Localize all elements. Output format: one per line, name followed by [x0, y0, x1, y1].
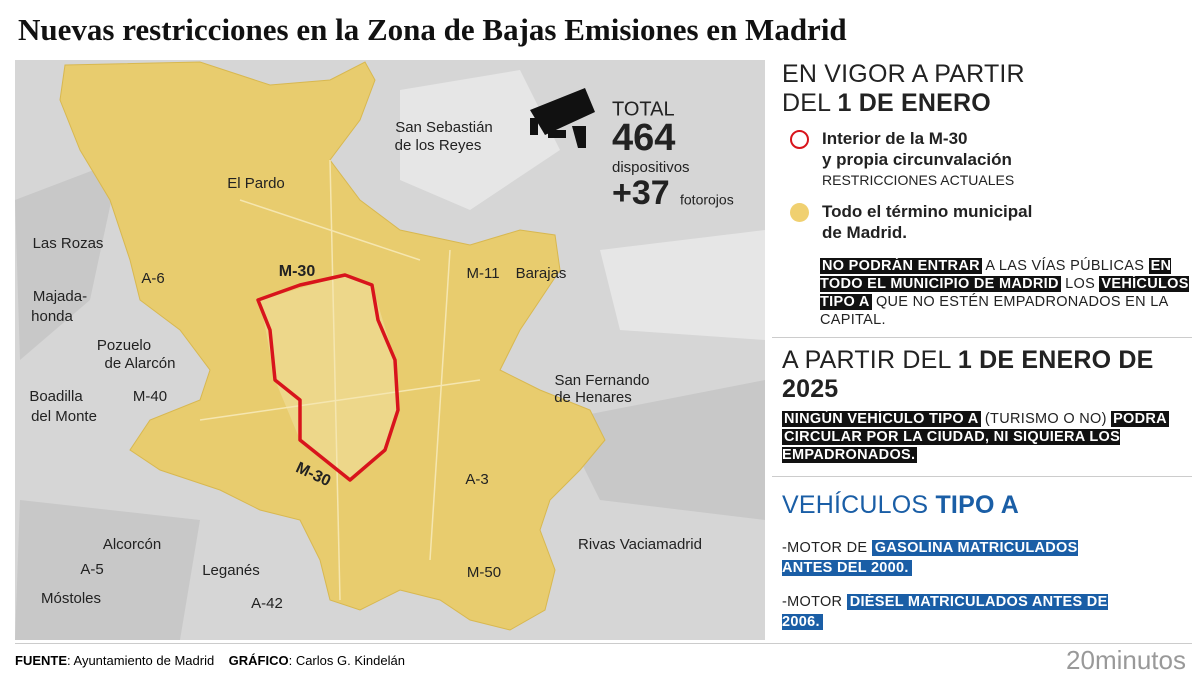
heading-part: VEHÍCULOS: [782, 491, 929, 519]
credit: : Carlos G. Kindelán: [288, 653, 405, 668]
place-label: honda: [31, 308, 73, 325]
legend-item: Todo el término municipal de Madrid.: [782, 201, 1192, 243]
camera-extra-unit: fotorojos: [680, 192, 734, 208]
place-label: Móstoles: [41, 590, 101, 607]
place-label: del Monte: [31, 408, 97, 425]
text-plain: LOS: [1065, 276, 1096, 292]
ring-label: M-30: [279, 263, 316, 280]
heading-part: TIPO A: [935, 491, 1020, 519]
camera-total-label: TOTAL: [612, 98, 675, 120]
text-plain: -MOTOR DE: [782, 540, 868, 556]
road-label: M-50: [467, 564, 501, 581]
text-dark: CIRCULAR POR LA CIUDAD, NI SIQUIERA LOS …: [782, 429, 1121, 463]
road-label: A-6: [141, 270, 164, 287]
heading-part: DEL: [782, 89, 831, 117]
paragraph: NO PODRÁN ENTRAR A LAS VÍAS PÚBLICAS EN …: [820, 257, 1192, 329]
road-label: M-40: [133, 388, 167, 405]
section-heading: VEHÍCULOS TIPO A: [782, 491, 1192, 520]
legend-item: Interior de la M-30 y propia circunvalaci…: [782, 128, 1192, 191]
logo: 20minutos: [1066, 645, 1186, 675]
section-heading: A PARTIR DEL 1 DE ENERO DE 2025: [782, 346, 1192, 404]
text-plain: A LAS VÍAS PÚBLICAS: [985, 258, 1145, 274]
section-heading: EN VIGOR A PARTIR DEL 1 DE ENERO: [782, 60, 1192, 118]
list: -MOTOR DE GASOLINA MATRICULADOS ANTES DE…: [782, 538, 1192, 632]
heading-part: EN VIGOR A PARTIR: [782, 60, 1025, 88]
place-label: Boadilla: [29, 388, 83, 405]
text-plain: QUE NO ESTÉN EMPADRONADOS EN LA CAPITAL.: [820, 294, 1168, 328]
text-dark: PODRA: [1111, 411, 1169, 427]
road-label: M-11: [466, 265, 499, 282]
legend: Interior de la M-30 y propia circunvalaci…: [782, 128, 1192, 243]
info-panel: EN VIGOR A PARTIR DEL 1 DE ENERO Interio…: [772, 60, 1192, 632]
legend-title: y propia circunvalación: [822, 150, 1012, 169]
title: Nuevas restricciones en la Zona de Bajas…: [18, 12, 847, 47]
place-label: San Fernando: [554, 372, 649, 389]
legend-title: Todo el término municipal: [822, 202, 1033, 221]
camera-total-unit: dispositivos: [612, 159, 690, 176]
camera-total: 464: [612, 117, 675, 159]
place-label: de Alarcón: [105, 355, 176, 372]
place-label: Barajas: [516, 265, 567, 282]
legend-marker: [790, 130, 809, 149]
list-item: -MOTOR DE GASOLINA MATRICULADOS ANTES DE…: [782, 538, 1122, 578]
place-label: San Sebastián: [395, 119, 493, 136]
credit-label: GRÁFICO: [228, 653, 289, 668]
text-plain: -MOTOR: [782, 594, 843, 610]
road-label: A-3: [465, 471, 488, 488]
list-item: -MOTOR DIÉSEL MATRICULADOS ANTES DE 2006…: [782, 592, 1122, 632]
heading-part: 1 DE ENERO: [837, 89, 991, 117]
source: : Ayuntamiento de Madrid: [67, 653, 215, 668]
place-label: de los Reyes: [395, 137, 482, 154]
legend-marker: [790, 203, 809, 222]
place-label: Alcorcón: [103, 536, 161, 553]
heading-part: A PARTIR DEL: [782, 346, 951, 374]
text-dark: NO PODRÁN ENTRAR: [820, 258, 982, 274]
text-plain: (TURISMO O NO): [984, 411, 1107, 427]
road-label: A-42: [251, 595, 283, 612]
text-dark: NINGÚN VEHÍCULO TIPO A: [782, 411, 981, 427]
place-label: Rivas Vaciamadrid: [578, 536, 702, 553]
source-label: FUENTE: [15, 653, 67, 668]
camera-extra: +37: [612, 174, 670, 212]
place-label: El Pardo: [227, 175, 285, 192]
legend-title: Interior de la M-30: [822, 129, 968, 148]
place-label: Majada-: [33, 288, 87, 305]
heading-part: 1 DE ENERO DE 2025: [782, 346, 1154, 403]
place-label: Las Rozas: [33, 235, 104, 252]
place-label: de Henares: [554, 389, 632, 406]
legend-title: de Madrid.: [822, 223, 908, 242]
paragraph: NINGÚN VEHÍCULO TIPO A (TURISMO O NO) PO…: [782, 410, 1192, 464]
footer: FUENTE: Ayuntamiento de Madrid GRÁFICO: …: [15, 643, 1192, 675]
place-label: Pozuelo: [97, 337, 151, 354]
place-label: Leganés: [202, 562, 260, 579]
road-label: A-5: [80, 561, 103, 578]
legend-note: RESTRICCIONES ACTUALES: [822, 172, 1015, 188]
